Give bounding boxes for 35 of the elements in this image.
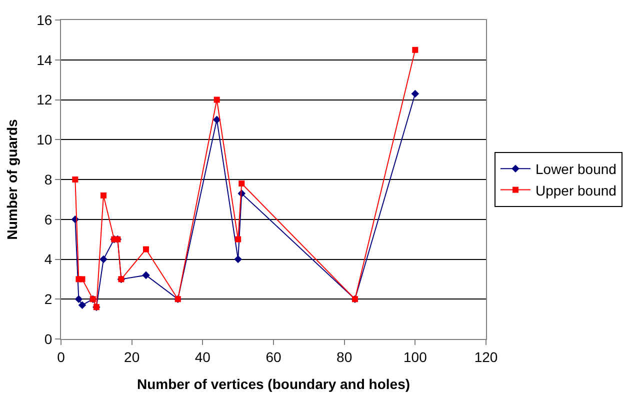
x-axis-title: Number of vertices (boundary and holes) xyxy=(136,376,410,392)
x-tick-label: 120 xyxy=(474,348,498,365)
x-tick-label: 80 xyxy=(336,348,352,365)
point xyxy=(234,255,242,264)
point xyxy=(238,180,245,186)
point xyxy=(79,276,86,282)
point xyxy=(235,236,242,242)
point xyxy=(214,96,220,103)
y-tick-label: 4 xyxy=(44,251,52,268)
x-tick-label: 40 xyxy=(194,348,211,365)
x-tick-label: 100 xyxy=(403,348,428,365)
x-tick-label: 0 xyxy=(57,348,66,365)
point xyxy=(143,246,149,252)
y-tick-label: 16 xyxy=(36,12,52,28)
point xyxy=(74,295,83,304)
y-tick-label: 0 xyxy=(44,330,52,347)
x-tick-label: 60 xyxy=(266,348,282,365)
legend-label: Upper bound xyxy=(536,182,616,198)
y-tick-label: 10 xyxy=(36,132,52,148)
point xyxy=(78,301,86,310)
point xyxy=(100,192,106,198)
x-tick-label: 20 xyxy=(124,348,140,365)
y-tick-label: 2 xyxy=(44,291,52,308)
point xyxy=(72,176,78,182)
y-tick-label: 12 xyxy=(36,92,52,108)
y-tick-label: 8 xyxy=(44,171,52,188)
point xyxy=(100,255,108,264)
point xyxy=(411,90,420,98)
legend-label: Lower bound xyxy=(536,161,616,178)
point xyxy=(212,116,221,124)
point xyxy=(412,46,418,53)
point xyxy=(142,271,150,280)
y-axis-title: Number of guards xyxy=(4,119,20,240)
y-tick-label: 14 xyxy=(36,52,52,68)
y-tick-label: 6 xyxy=(44,211,52,228)
